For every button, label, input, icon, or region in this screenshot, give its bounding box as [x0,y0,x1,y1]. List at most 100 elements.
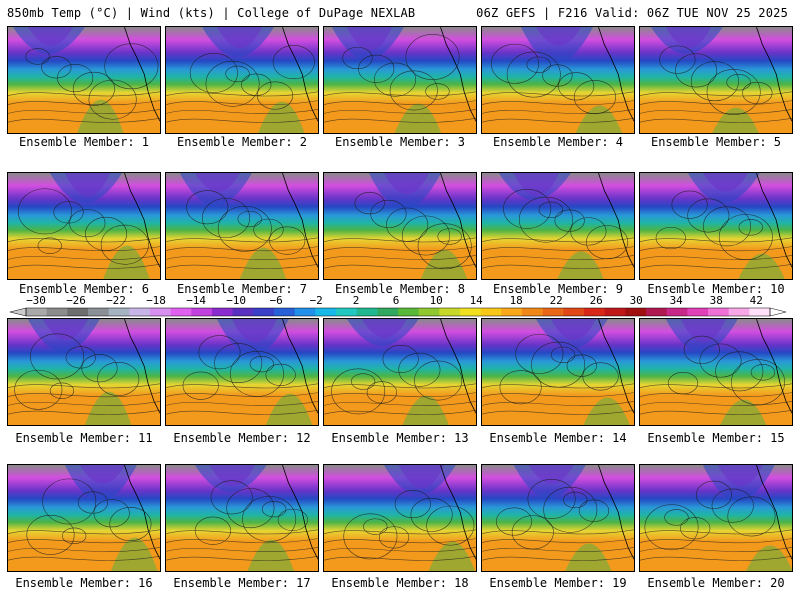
colorbar-tick-label: 2 [353,294,360,307]
ensemble-member-label: Ensemble Member: 1 [18,135,150,149]
colorbar-swatch [666,308,688,316]
colorbar-swatch [584,308,606,316]
ensemble-map-13 [323,318,477,426]
colorbar-tick-label: 42 [750,294,763,307]
ensemble-member-label: Ensemble Member: 20 [647,576,785,590]
colorbar-tick-label: −10 [226,294,246,307]
colorbar-tick-label: −22 [106,294,126,307]
ensemble-map-12 [165,318,319,426]
colorbar-swatch [749,308,771,316]
colorbar-tick-label: 6 [393,294,400,307]
ensemble-map-2 [165,26,319,134]
colorbar-swatch [439,308,461,316]
ensemble-map-7 [165,172,319,280]
colorbar-tick-label: 30 [630,294,643,307]
ensemble-map-4 [481,26,635,134]
colorbar-swatch [150,308,172,316]
colorbar-swatch [170,308,192,316]
ensemble-map-8 [323,172,477,280]
ensemble-member-label: Ensemble Member: 5 [650,135,782,149]
ensemble-map-9 [481,172,635,280]
ensemble-member-label: Ensemble Member: 19 [489,576,627,590]
temperature-colorbar: −30 −26 −22 −18 −14 −10 −6 −2 2 6 10 14 18 22 26 30 34 38… [9,294,787,317]
colorbar-swatch [460,308,482,316]
colorbar-max-arrow [769,307,787,317]
ensemble-map-17 [165,464,319,572]
ensemble-map-15 [639,318,793,426]
ensemble-member-label: Ensemble Member: 12 [173,431,311,445]
ensemble-map-10 [639,172,793,280]
colorbar-swatch [542,308,564,316]
ensemble-map-14 [481,318,635,426]
colorbar-swatch [274,308,296,316]
ensemble-map-5 [639,26,793,134]
colorbar-swatch [294,308,316,316]
ensemble-member-label: Ensemble Member: 10 [647,282,785,296]
colorbar-swatch [377,308,399,316]
colorbar-swatch [563,308,585,316]
colorbar-swatch [232,308,254,316]
ensemble-member-label: Ensemble Member: 15 [647,431,785,445]
colorbar-swatch [67,308,89,316]
ensemble-map-19 [481,464,635,572]
ensemble-map-3 [323,26,477,134]
colorbar-tick-label: 22 [550,294,563,307]
colorbar-swatch [522,308,544,316]
colorbar-swatch [26,308,48,316]
ensemble-member-label: Ensemble Member: 18 [331,576,469,590]
colorbar-swatch [625,308,647,316]
colorbar-swatch [728,308,750,316]
colorbar-tick-label: 10 [430,294,443,307]
ensemble-map-18 [323,464,477,572]
colorbar-swatch [212,308,234,316]
colorbar-tick-label: 34 [670,294,684,307]
ensemble-member-label: Ensemble Member: 11 [15,431,153,445]
colorbar-tick-label: 38 [710,294,723,307]
colorbar-tick-label: −30 [26,294,46,307]
ensemble-member-label: Ensemble Member: 6 [18,282,150,296]
colorbar-tick-label: −18 [146,294,166,307]
ensemble-map-6 [7,172,161,280]
ensemble-member-label: Ensemble Member: 9 [492,282,624,296]
colorbar-swatch [398,308,420,316]
ensemble-member-label: Ensemble Member: 17 [173,576,311,590]
colorbar-swatch [253,308,275,316]
valid-time: 06Z GEFS | F216 Valid: 06Z TUE NOV 25 20… [476,6,788,20]
ensemble-map-20 [639,464,793,572]
colorbar-swatch [604,308,626,316]
colorbar-tick-label: 26 [590,294,603,307]
colorbar-tick-label: −6 [269,294,282,307]
colorbar-swatch [356,308,378,316]
colorbar-tick-label: 14 [470,294,484,307]
colorbar-swatch [480,308,502,316]
colorbar-swatch [88,308,110,316]
ensemble-member-label: Ensemble Member: 2 [176,135,308,149]
ensemble-member-label: Ensemble Member: 16 [15,576,153,590]
colorbar-swatch [129,308,151,316]
colorbar-tick-label: 18 [510,294,523,307]
colorbar-tick-label: −2 [309,294,322,307]
colorbar-swatch [108,308,130,316]
ensemble-member-label: Ensemble Member: 7 [176,282,308,296]
ensemble-member-label: Ensemble Member: 3 [334,135,466,149]
colorbar-swatch [708,308,730,316]
ensemble-member-label: Ensemble Member: 8 [334,282,466,296]
ensemble-map-11 [7,318,161,426]
colorbar-swatch [46,308,68,316]
chart-title: 850mb Temp (°C) | Wind (kts) | College o… [7,6,416,20]
colorbar-tick-label: −26 [66,294,86,307]
ensemble-member-label: Ensemble Member: 4 [492,135,624,149]
ensemble-member-label: Ensemble Member: 13 [331,431,469,445]
colorbar-swatch [646,308,668,316]
ensemble-map-16 [7,464,161,572]
colorbar-swatch [501,308,523,316]
colorbar-swatch [687,308,709,316]
colorbar-min-arrow [9,307,27,317]
ensemble-member-label: Ensemble Member: 14 [489,431,627,445]
colorbar-swatch [418,308,440,316]
colorbar-swatch [315,308,337,316]
ensemble-map-1 [7,26,161,134]
colorbar-swatch [336,308,358,316]
colorbar-swatch [191,308,213,316]
colorbar-tick-label: −14 [186,294,206,307]
